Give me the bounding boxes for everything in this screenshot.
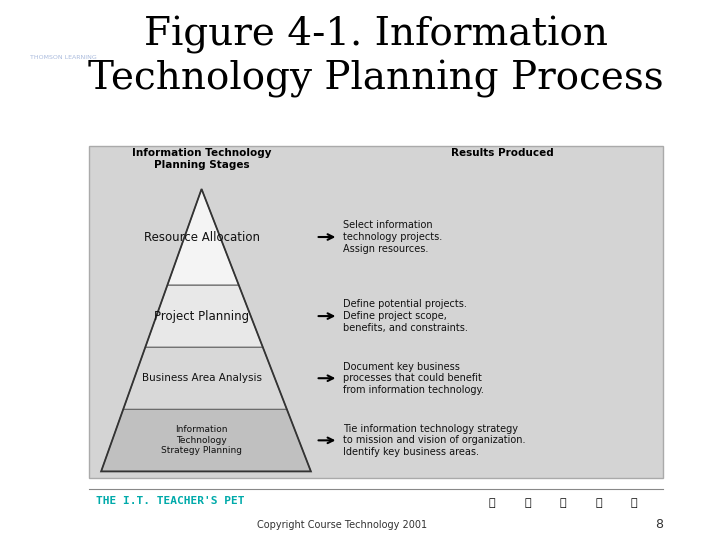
Text: Select information
technology projects.
Assign resources.: Select information technology projects. … (343, 220, 442, 254)
Text: Project Planning: Project Planning (154, 309, 249, 322)
Text: 🐕: 🐕 (524, 498, 531, 508)
Text: ✦: ✦ (58, 36, 68, 46)
Text: Results Produced: Results Produced (451, 148, 554, 159)
Polygon shape (145, 285, 263, 347)
Text: Business Area Analysis: Business Area Analysis (142, 373, 261, 383)
Text: THOMSON LEARNING: THOMSON LEARNING (30, 55, 96, 60)
Text: Information Technology
Planning Stages: Information Technology Planning Stages (132, 148, 271, 170)
Text: Define potential projects.
Define project scope,
benefits, and constraints.: Define potential projects. Define projec… (343, 300, 468, 333)
Text: Tie information technology strategy
to mission and vision of organization.
Ident: Tie information technology strategy to m… (343, 424, 526, 457)
Text: 🐕: 🐕 (489, 498, 495, 508)
Text: 🐕: 🐕 (631, 498, 637, 508)
Text: 🐕: 🐕 (595, 498, 602, 508)
Polygon shape (168, 189, 239, 285)
Text: THE I.T. TEACHER'S PET: THE I.T. TEACHER'S PET (96, 496, 244, 506)
Text: 8: 8 (654, 518, 663, 531)
Text: Figure 4-1. Information
Technology Planning Process: Figure 4-1. Information Technology Plann… (88, 16, 664, 98)
Text: Information
Technology
Strategy Planning: Information Technology Strategy Planning (161, 426, 242, 455)
Text: Document key business
processes that could benefit
from information technology.: Document key business processes that cou… (343, 362, 484, 395)
Text: Resource Allocation: Resource Allocation (143, 231, 260, 244)
Text: COURSE
TECHNOLOGY: COURSE TECHNOLOGY (32, 18, 94, 38)
Text: 🐕: 🐕 (559, 498, 567, 508)
Text: Copyright Course Technology 2001: Copyright Course Technology 2001 (256, 520, 427, 530)
Polygon shape (123, 347, 287, 409)
FancyBboxPatch shape (89, 146, 663, 478)
Polygon shape (101, 409, 311, 471)
